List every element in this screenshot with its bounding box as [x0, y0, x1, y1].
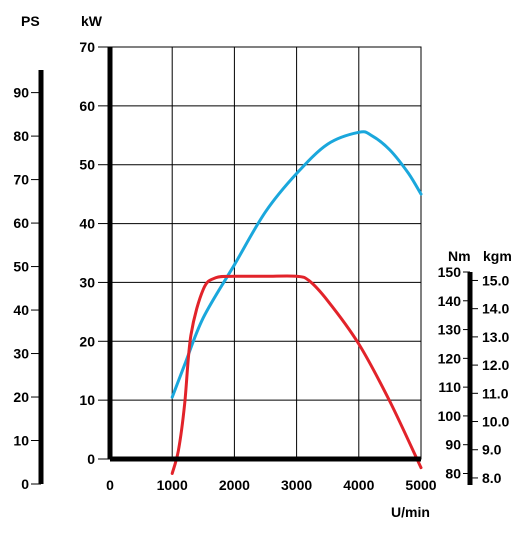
nm-tick-label: 110 — [438, 379, 461, 395]
x-axis-ticks: 0 1000 2000 3000 4000 5000 — [106, 477, 437, 493]
x-axis-label: U/min — [391, 504, 430, 520]
ps-tick-label: 30 — [13, 346, 29, 362]
nm-tick-label: 140 — [438, 293, 462, 309]
kw-tick-label: 60 — [79, 98, 95, 114]
x-tick-label: 4000 — [343, 477, 374, 493]
kw-tick-label: 40 — [79, 216, 95, 232]
kgm-tick-label: 13.0 — [482, 329, 509, 345]
ps-tick-label: 70 — [13, 172, 29, 188]
kgm-tick-label: 10.0 — [482, 414, 509, 430]
x-tick-label: 3000 — [281, 477, 312, 493]
nm-tick-label: 120 — [438, 350, 462, 366]
kgm-tick-label: 12.0 — [482, 357, 509, 373]
ps-tick-label: 20 — [13, 389, 29, 405]
kw-tick-label: 10 — [79, 392, 95, 408]
series-line-torque — [170, 274, 423, 475]
kgm-unit-label: kgm — [483, 248, 512, 264]
nm-tick-label: 100 — [438, 408, 462, 424]
x-tick-label: 0 — [106, 477, 114, 493]
grid — [110, 47, 421, 459]
kgm-tick-label: 9.0 — [482, 442, 502, 458]
ps-tick-label: 60 — [13, 215, 29, 231]
kw-tick-label: 0 — [87, 451, 95, 467]
nm-tick-label: 150 — [438, 264, 462, 280]
kw-axis-ticks: 0 10 20 30 40 50 60 70 — [79, 39, 110, 467]
ps-axis-ticks: 0 10 20 30 40 50 60 70 80 90 — [13, 85, 41, 492]
kw-tick-label: 30 — [79, 274, 95, 290]
x-tick-label: 2000 — [219, 477, 250, 493]
kgm-axis-ticks: 8.0 9.0 10.0 11.0 12.0 13.0 14.0 15.0 — [470, 272, 509, 486]
kw-tick-label: 70 — [79, 39, 95, 55]
ps-tick-label: 50 — [13, 259, 29, 275]
ps-tick-label: 80 — [13, 128, 29, 144]
kw-tick-label: 50 — [79, 157, 95, 173]
vertical-gridlines — [171, 47, 360, 459]
kgm-tick-label: 14.0 — [482, 301, 509, 317]
ps-tick-label: 90 — [13, 85, 29, 101]
nm-tick-label: 130 — [438, 322, 462, 338]
x-tick-label: 5000 — [405, 477, 436, 493]
plot-area-frame — [109, 46, 422, 460]
ps-unit-label: PS — [21, 13, 40, 29]
x-tick-label: 1000 — [157, 477, 188, 493]
kw-unit-label: kW — [81, 13, 103, 29]
ps-tick-label: 0 — [21, 476, 29, 492]
nm-tick-label: 90 — [445, 437, 461, 453]
kgm-tick-label: 15.0 — [482, 272, 509, 288]
kgm-tick-label: 8.0 — [482, 470, 502, 486]
nm-axis-ticks: 80 90 100 110 120 130 140 150 — [438, 264, 470, 481]
nm-unit-label: Nm — [448, 248, 471, 264]
ps-tick-label: 10 — [13, 433, 29, 449]
nm-tick-label: 80 — [445, 465, 461, 481]
series-line-power — [170, 130, 423, 399]
kw-tick-label: 20 — [79, 333, 95, 349]
ps-tick-label: 40 — [13, 302, 29, 318]
kgm-tick-label: 11.0 — [482, 385, 509, 401]
horizontal-gridlines — [110, 105, 421, 401]
series-layer — [170, 130, 423, 475]
